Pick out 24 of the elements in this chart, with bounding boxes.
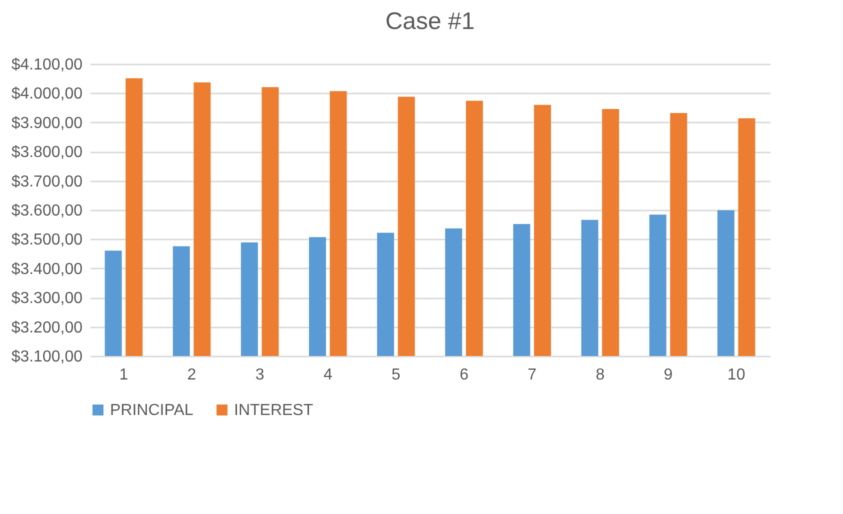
- legend-label: INTEREST: [234, 402, 314, 419]
- x-tick-label: 7: [528, 366, 537, 384]
- y-tick-label: $3.700,00: [11, 173, 83, 190]
- x-tick-label: 8: [596, 366, 605, 384]
- x-tick-label: 10: [727, 366, 746, 384]
- y-tick-label: $3.300,00: [11, 290, 83, 308]
- y-tick-label: $3.800,00: [11, 144, 83, 162]
- y-tick-label: $3.600,00: [11, 202, 83, 220]
- legend-label: PRINCIPAL: [110, 402, 194, 419]
- y-tick-label: $4.000,00: [11, 86, 83, 103]
- x-tick-label: 3: [255, 366, 264, 384]
- x-tick-label: 5: [392, 366, 401, 384]
- chart-title: Case #1: [385, 8, 475, 35]
- y-tick-label: $4.100,00: [11, 56, 83, 74]
- x-tick-label: 6: [460, 366, 469, 384]
- y-tick-label: $3.400,00: [11, 260, 83, 278]
- y-tick-label: $3.100,00: [11, 348, 83, 366]
- y-tick-label: $3.900,00: [11, 114, 83, 132]
- x-tick-label: 9: [664, 366, 673, 384]
- y-tick-label: $3.200,00: [11, 319, 83, 336]
- x-tick-label: 4: [323, 366, 332, 384]
- x-tick-label: 2: [187, 366, 196, 384]
- y-tick-label: $3.500,00: [11, 232, 83, 249]
- x-tick-label: 1: [119, 366, 128, 384]
